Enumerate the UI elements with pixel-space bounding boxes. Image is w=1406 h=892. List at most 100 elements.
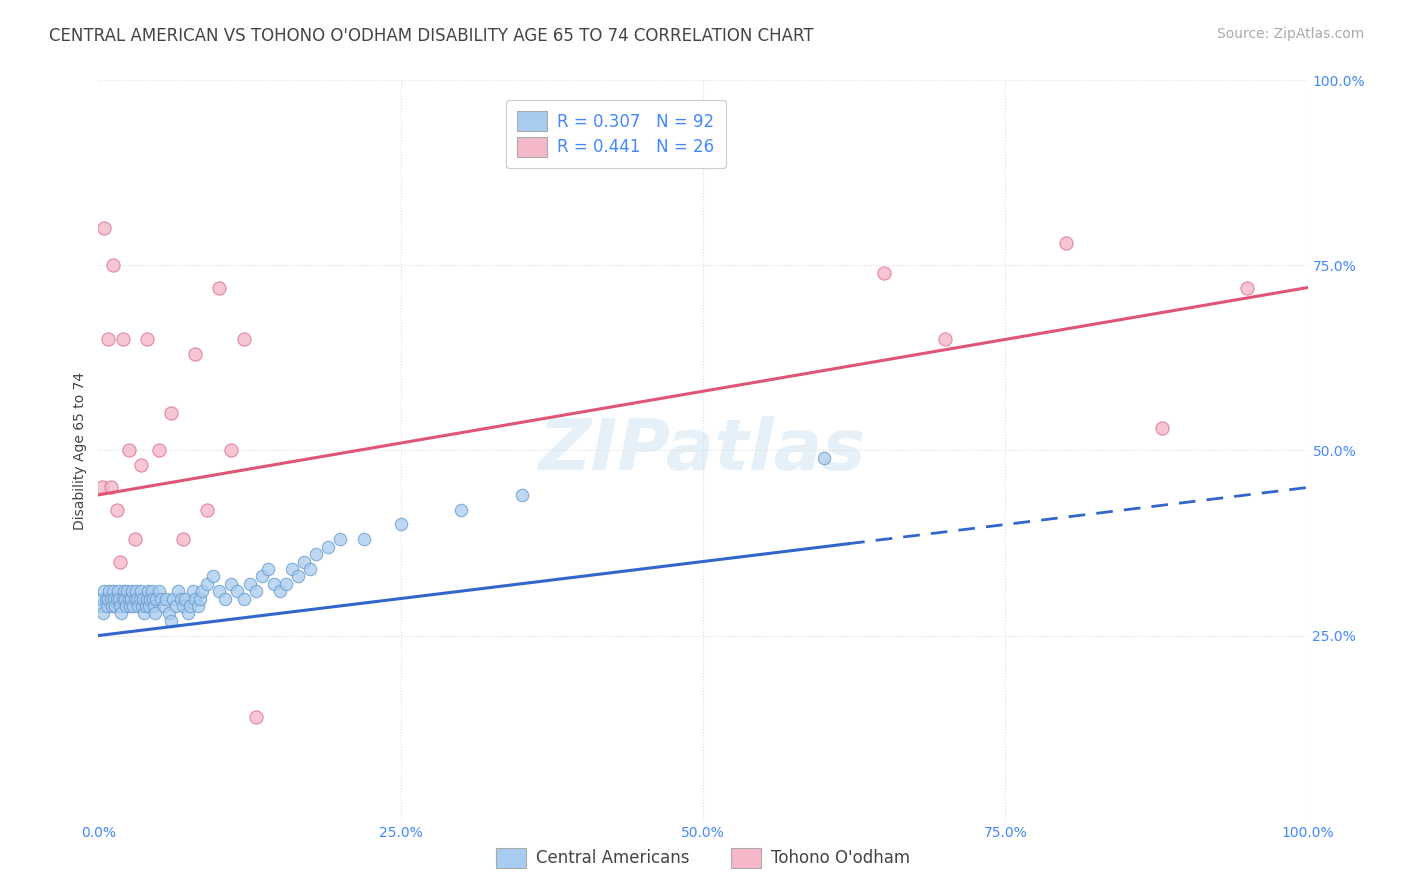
Point: [118, 443, 141, 458]
Point: [934, 333, 956, 347]
Point: [269, 584, 291, 599]
Point: [138, 599, 160, 613]
Point: [160, 614, 183, 628]
Point: [274, 576, 297, 591]
Point: [245, 710, 267, 724]
Point: [98, 584, 121, 599]
Point: [108, 599, 131, 613]
Point: [316, 540, 339, 554]
Point: [450, 502, 472, 516]
Point: [813, 450, 835, 465]
Point: [97, 591, 120, 606]
Point: [142, 591, 165, 606]
Point: [263, 576, 285, 591]
Point: [101, 259, 124, 273]
Point: [129, 458, 152, 473]
Point: [214, 591, 236, 606]
Point: [108, 591, 131, 606]
Point: [93, 221, 115, 235]
Point: [167, 584, 190, 599]
Point: [91, 591, 114, 606]
Point: [125, 584, 148, 599]
Point: [221, 576, 243, 591]
Point: [165, 599, 187, 613]
Point: [239, 576, 262, 591]
Point: [135, 333, 157, 347]
Point: [115, 599, 138, 613]
Point: [174, 591, 197, 606]
Point: [353, 533, 375, 547]
Point: [148, 443, 170, 458]
Point: [103, 591, 125, 606]
Point: [93, 584, 115, 599]
Point: [191, 584, 214, 599]
Point: [100, 599, 122, 613]
Point: [187, 599, 209, 613]
Point: [139, 591, 162, 606]
Point: [108, 555, 131, 569]
Text: CENTRAL AMERICAN VS TOHONO O'ODHAM DISABILITY AGE 65 TO 74 CORRELATION CHART: CENTRAL AMERICAN VS TOHONO O'ODHAM DISAB…: [49, 27, 814, 45]
Point: [172, 599, 194, 613]
Point: [1054, 236, 1077, 251]
Point: [221, 443, 243, 458]
Point: [226, 584, 249, 599]
Point: [135, 591, 157, 606]
Point: [287, 569, 309, 583]
Point: [100, 481, 122, 495]
Point: [299, 562, 322, 576]
Point: [127, 591, 149, 606]
Point: [160, 407, 183, 421]
Point: [136, 584, 159, 599]
Point: [155, 591, 177, 606]
Point: [292, 555, 315, 569]
Point: [91, 607, 114, 621]
Point: [111, 333, 134, 347]
Point: [96, 599, 118, 613]
Point: [389, 517, 412, 532]
Point: [118, 591, 141, 606]
Point: [172, 533, 194, 547]
Point: [510, 488, 533, 502]
Point: [111, 591, 134, 606]
Point: [112, 584, 135, 599]
Legend: R = 0.307   N = 92, R = 0.441   N = 26: R = 0.307 N = 92, R = 0.441 N = 26: [506, 100, 727, 169]
Point: [105, 591, 128, 606]
Legend: Central Americans, Tohono O'odham: Central Americans, Tohono O'odham: [484, 837, 922, 880]
Point: [91, 481, 114, 495]
Point: [208, 280, 231, 294]
Point: [169, 591, 191, 606]
Point: [157, 607, 180, 621]
Point: [208, 584, 231, 599]
Point: [128, 591, 150, 606]
Point: [195, 502, 218, 516]
Point: [184, 591, 207, 606]
Point: [305, 547, 328, 561]
Point: [124, 533, 146, 547]
Point: [132, 591, 155, 606]
Point: [145, 591, 167, 606]
Point: [329, 533, 352, 547]
Point: [124, 591, 146, 606]
Point: [281, 562, 304, 576]
Point: [143, 607, 166, 621]
Point: [107, 584, 129, 599]
Point: [162, 591, 184, 606]
Point: [141, 584, 163, 599]
Point: [134, 607, 156, 621]
Point: [100, 591, 122, 606]
Point: [122, 599, 145, 613]
Point: [148, 584, 170, 599]
Point: [90, 599, 112, 613]
Point: [105, 502, 128, 516]
Point: [1152, 421, 1174, 435]
Point: [195, 576, 218, 591]
Point: [120, 591, 142, 606]
Point: [873, 266, 896, 280]
Point: [118, 599, 141, 613]
Point: [256, 562, 278, 576]
Point: [179, 599, 201, 613]
Point: [131, 599, 153, 613]
Point: [110, 607, 132, 621]
Point: [97, 333, 120, 347]
Point: [1236, 280, 1258, 294]
